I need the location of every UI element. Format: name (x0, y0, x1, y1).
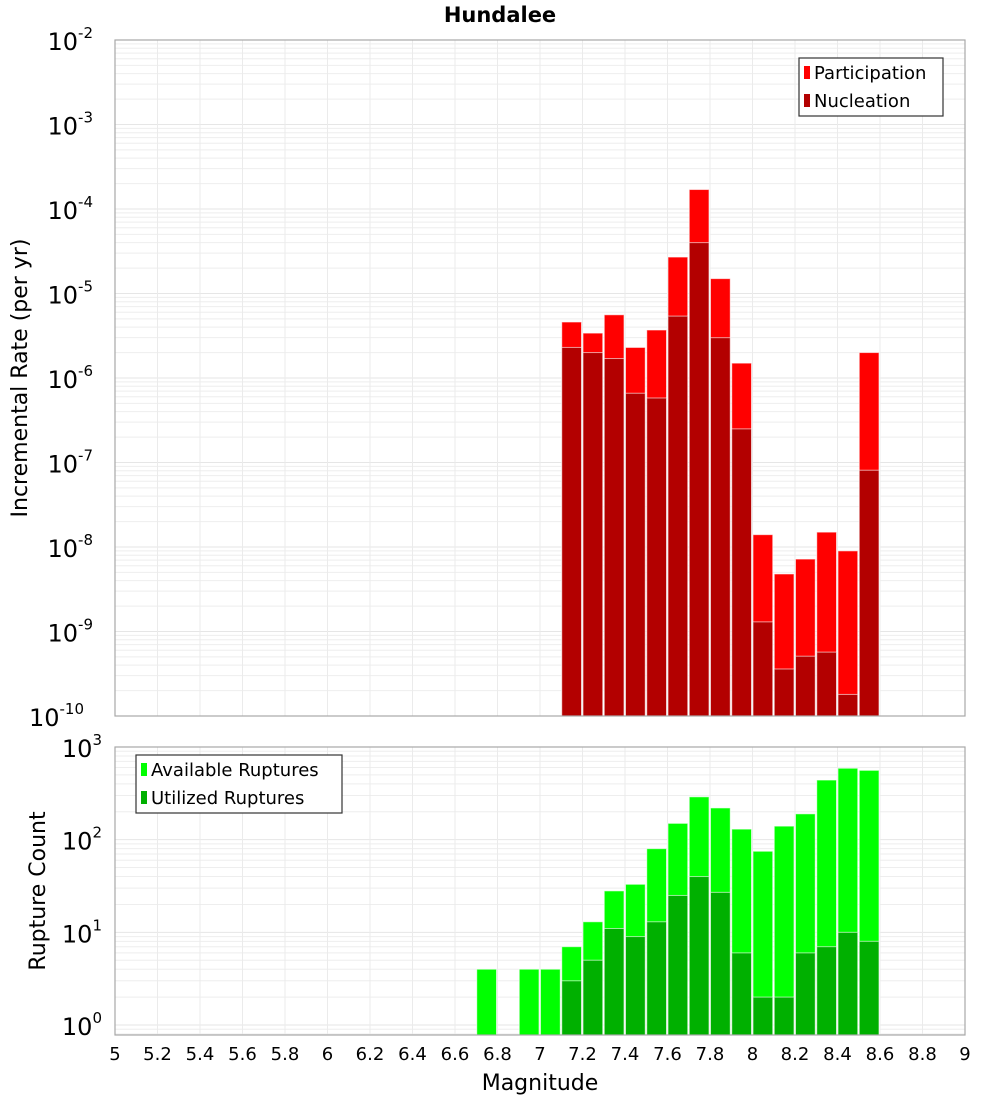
bar-nucleation (710, 337, 731, 717)
x-tick-label: 7 (534, 1044, 545, 1065)
legend-swatch (804, 94, 810, 107)
top-y-tick-label: 10-8 (47, 531, 93, 563)
bar-utilized-ruptures (688, 876, 710, 1036)
top-y-tick-label: 10-6 (47, 362, 93, 394)
x-tick-label: 8.6 (866, 1044, 895, 1065)
bottom-y-tick-label: 103 (62, 731, 102, 763)
bar-nucleation (625, 392, 646, 717)
top-y-tick-label: 10-10 (29, 700, 84, 732)
bar-nucleation (646, 397, 667, 717)
bottom-legend: Available Ruptures Utilized Ruptures (135, 754, 343, 814)
x-tick-label: 5.4 (186, 1044, 215, 1065)
legend-label: Available Ruptures (151, 760, 319, 781)
bar-nucleation (667, 315, 689, 717)
bottom-y-tick-label: 102 (62, 824, 102, 856)
bar-utilized-ruptures (582, 959, 604, 1036)
bar-available-ruptures (540, 968, 561, 1036)
top-y-tick-label: 10-9 (47, 616, 93, 648)
x-tick-label: 5.8 (271, 1044, 300, 1065)
legend-label: Participation (814, 63, 926, 84)
bottom-frame (114, 746, 966, 1036)
legend-box (798, 57, 944, 117)
bar-utilized-ruptures (667, 894, 689, 1036)
bar-utilized-ruptures (646, 921, 667, 1036)
legend-swatch (141, 763, 147, 776)
x-tick-label: 8.4 (823, 1044, 852, 1065)
x-tick-label: 7.2 (568, 1044, 597, 1065)
x-tick-label: 5.6 (228, 1044, 257, 1065)
bottom-grid (114, 747, 966, 1035)
bar-nucleation (795, 655, 816, 717)
x-tick-label: 6 (322, 1044, 333, 1065)
x-tick-label: 6.2 (356, 1044, 385, 1065)
bar-utilized-ruptures (561, 980, 582, 1036)
top-y-tick-label: 10-4 (47, 193, 93, 225)
top-y-tick-label: 10-2 (47, 24, 93, 56)
bar-utilized-ruptures (858, 940, 880, 1036)
bar-nucleation (837, 693, 859, 717)
bar-nucleation (582, 352, 604, 717)
bar-nucleation (773, 668, 795, 717)
top-frame (114, 39, 966, 717)
bottom-y-axis-label: Rupture Count (26, 811, 51, 971)
bar-utilized-ruptures (710, 891, 731, 1036)
x-tick-label: 7.4 (611, 1044, 640, 1065)
legend-label: Utilized Ruptures (151, 788, 304, 809)
top-y-tick-label: 10-5 (47, 278, 93, 310)
bar-utilized-ruptures (752, 996, 774, 1036)
x-tick-label: 5 (109, 1044, 120, 1065)
x-tick-label: 5.2 (143, 1044, 172, 1065)
bar-nucleation (752, 621, 774, 717)
bar-nucleation (816, 651, 837, 717)
x-tick-label: 6.4 (398, 1044, 427, 1065)
x-tick-label: 9 (959, 1044, 970, 1065)
bar-nucleation (603, 358, 625, 717)
bar-nucleation (688, 242, 710, 717)
chart-title: Hundalee (444, 3, 556, 27)
bar-utilized-ruptures (603, 927, 625, 1036)
x-tick-label: 7.8 (696, 1044, 725, 1065)
legend-swatch (141, 791, 147, 804)
x-tick-label: 6.6 (441, 1044, 470, 1065)
x-axis-label: Magnitude (482, 1071, 599, 1096)
bar-participation (837, 550, 859, 717)
bar-utilized-ruptures (773, 996, 795, 1036)
bottom-y-tick-label: 100 (62, 1009, 102, 1041)
x-tick-label: 7.6 (653, 1044, 682, 1065)
x-tick-label: 8.2 (781, 1044, 810, 1065)
bar-nucleation (731, 428, 752, 717)
legend-swatch (804, 66, 810, 79)
bar-utilized-ruptures (837, 931, 859, 1036)
bar-utilized-ruptures (625, 936, 646, 1036)
bar-available-ruptures (476, 968, 497, 1036)
x-tick-label: 6.8 (483, 1044, 512, 1065)
x-tick-label: 8 (747, 1044, 758, 1065)
legend-box (135, 754, 343, 814)
legend-label: Nucleation (814, 91, 910, 112)
x-tick-label: 8.8 (908, 1044, 937, 1065)
top-legend: Participation Nucleation (798, 57, 944, 117)
bar-available-ruptures (518, 968, 540, 1036)
bar-utilized-ruptures (731, 952, 752, 1036)
bar-utilized-ruptures (795, 952, 816, 1036)
top-y-tick-label: 10-7 (47, 447, 93, 479)
bar-nucleation (561, 346, 582, 717)
bottom-y-tick-label: 101 (62, 916, 102, 948)
top-y-tick-label: 10-3 (47, 109, 93, 141)
bar-nucleation (858, 469, 880, 717)
bar-utilized-ruptures (816, 946, 837, 1036)
bottom-bars (476, 767, 880, 1036)
top-y-axis-label: Incremental Rate (per yr) (8, 239, 33, 518)
